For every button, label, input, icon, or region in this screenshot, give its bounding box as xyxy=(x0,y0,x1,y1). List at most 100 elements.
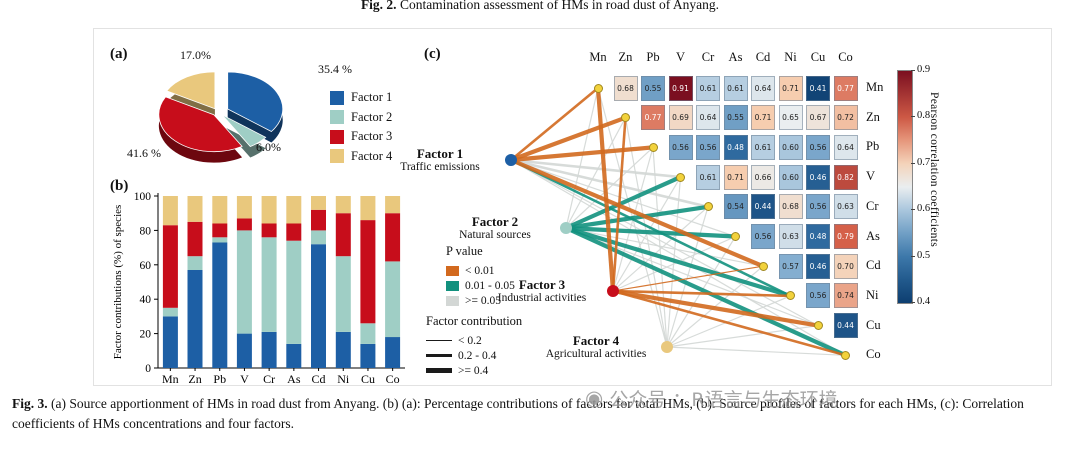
bar-segment-V-factor-4 xyxy=(236,196,252,219)
x-tick-label: Co xyxy=(386,372,400,386)
bar-segment-As-factor-4 xyxy=(286,196,302,224)
legend-swatch-factor-4 xyxy=(330,149,344,164)
bar-segment-As-factor-2 xyxy=(286,240,302,344)
x-tick-label: Mn xyxy=(162,372,179,386)
y-tick-label: 60 xyxy=(140,260,152,272)
factor-source-1: Traffic emissions xyxy=(400,161,480,173)
colorbar-tick-label: 0.8 xyxy=(917,110,931,122)
element-node-Co xyxy=(841,350,850,360)
p-value-swatch xyxy=(446,295,459,306)
legend-label: Factor 2 xyxy=(351,109,393,124)
colorbar-tick-label: 0.4 xyxy=(917,296,931,307)
p-value-label: 0.01 - 0.05 xyxy=(465,279,515,292)
colorbar-tick-label: 0.6 xyxy=(917,203,931,215)
colorbar-tick-label: 0.7 xyxy=(917,156,931,168)
p-value-label: >= 0.05 xyxy=(465,294,501,307)
colorbar-tick-label: 0.9 xyxy=(917,64,931,75)
bar-segment-Co-factor-3 xyxy=(385,213,401,262)
contribution-label: >= 0.4 xyxy=(458,364,489,377)
bar-segment-Zn-factor-4 xyxy=(187,196,203,222)
x-tick-label: Cd xyxy=(312,372,326,386)
bar-segment-Cd-factor-1 xyxy=(311,244,326,368)
y-tick-label: 0 xyxy=(145,363,151,375)
bar-segment-Pb-factor-4 xyxy=(212,196,228,224)
bar-segment-Cr-factor-2 xyxy=(261,237,277,332)
x-tick-label: Cr xyxy=(263,372,275,386)
x-tick-label: Cu xyxy=(361,372,375,386)
bar-segment-Cu-factor-2 xyxy=(360,323,376,344)
bar-segment-Cu-factor-3 xyxy=(360,220,376,324)
bar-segment-Mn-factor-1 xyxy=(162,316,178,368)
pie-legend: Factor 1 Factor 2 Factor 3 Factor 4 xyxy=(330,88,392,166)
fig2-label: Fig. 2. xyxy=(360,0,397,12)
bar-segment-Cu-factor-1 xyxy=(360,343,376,368)
pie-value-factor1: 35.4 % xyxy=(318,62,352,76)
x-tick-label: Pb xyxy=(213,372,226,386)
element-node-As xyxy=(731,232,740,241)
factor-name-1: Factor 1 xyxy=(416,146,464,161)
factor-source-3: Industrial activities xyxy=(497,292,587,304)
element-node-Mn xyxy=(593,83,603,93)
contribution-legend-item: >= 0.4 xyxy=(426,363,522,378)
panel-c-label: (c) xyxy=(424,46,441,62)
y-tick-label: 80 xyxy=(140,225,152,237)
pie-legend-item: Factor 2 xyxy=(330,108,392,128)
bar-segment-Pb-factor-1 xyxy=(212,242,228,368)
factor-contribution-legend-title: Factor contribution xyxy=(426,314,523,328)
p-value-legend-item: 0.01 - 0.05 xyxy=(446,278,515,293)
bar-segment-Cu-factor-4 xyxy=(360,196,376,221)
previous-figure-caption: Fig. 2. Contamination assessment of HMs … xyxy=(0,0,1080,13)
x-tick-label: Ni xyxy=(337,372,350,386)
bar-segment-Cr-factor-4 xyxy=(261,196,277,224)
bar-segment-Ni-factor-2 xyxy=(335,256,351,332)
bar-segment-As-factor-1 xyxy=(286,343,302,368)
contribution-label: < 0.2 xyxy=(458,334,482,347)
pie-slice-factor-2 xyxy=(221,114,267,147)
p-value-legend-item: < 0.01 xyxy=(446,263,515,278)
pie-legend-item: Factor 3 xyxy=(330,127,392,147)
element-node-Pb xyxy=(648,142,658,152)
pie-value-factor3: 41.6 % xyxy=(127,146,161,160)
contribution-line-sample xyxy=(426,368,452,373)
y-tick-label: 40 xyxy=(140,294,152,306)
bar-segment-Pb-factor-2 xyxy=(212,237,228,243)
p-value-label: < 0.01 xyxy=(465,264,495,277)
panel-b-label: (b) xyxy=(110,178,129,194)
legend-swatch-factor-2 xyxy=(330,110,344,125)
contribution-legend-item: 0.2 - 0.4 xyxy=(426,348,522,363)
factor-name-3: Factor 3 xyxy=(518,277,566,292)
factor-source-4: Agricultural activities xyxy=(545,348,647,360)
legend-label: Factor 1 xyxy=(351,90,393,105)
figure-caption: Fig. 3. (a) Source apportionment of HMs … xyxy=(12,394,1070,433)
fig3-text: (a) Source apportionment of HMs in road … xyxy=(12,396,1024,431)
bar-segment-Cd-factor-4 xyxy=(311,196,326,210)
pie-slice-side-2 xyxy=(222,125,266,158)
element-node-Cd xyxy=(758,261,768,271)
pie-slice-factor-4 xyxy=(166,71,216,110)
factor-label-1: Factor 1 Traffic emissions xyxy=(375,147,505,174)
bar-segment-Ni-factor-3 xyxy=(335,213,351,257)
x-tick-label: V xyxy=(240,372,249,386)
pie-slice-factor-1 xyxy=(227,71,284,132)
legend-label: Factor 4 xyxy=(351,148,393,163)
fig2-text: Contamination assessment of HMs in road … xyxy=(396,0,720,12)
x-tick-label: As xyxy=(287,372,301,386)
bar-segment-As-factor-3 xyxy=(286,223,302,241)
factor-name-4: Factor 4 xyxy=(572,333,620,348)
watermark-text: 公众号 ：R语言与生态环境 xyxy=(609,389,838,411)
figure-frame xyxy=(93,28,1052,386)
contribution-line-sample xyxy=(426,354,452,357)
bar-segment-Mn-factor-2 xyxy=(162,307,178,317)
panel-a-label: (a) xyxy=(110,46,128,62)
colorbar xyxy=(897,70,913,304)
bar-segment-Ni-factor-1 xyxy=(335,331,351,368)
p-value-swatch xyxy=(446,280,459,291)
colorbar-tick-mark xyxy=(911,209,915,211)
legend-swatch-factor-1 xyxy=(330,90,344,105)
p-value-swatch xyxy=(446,265,459,276)
factor-label-2: Factor 2 Natural sources xyxy=(430,215,560,242)
bar-segment-Co-factor-1 xyxy=(385,337,401,368)
legend-swatch-factor-3 xyxy=(330,129,344,144)
bar-segment-Zn-factor-1 xyxy=(187,270,203,368)
pie-legend-item: Factor 4 xyxy=(330,147,392,167)
